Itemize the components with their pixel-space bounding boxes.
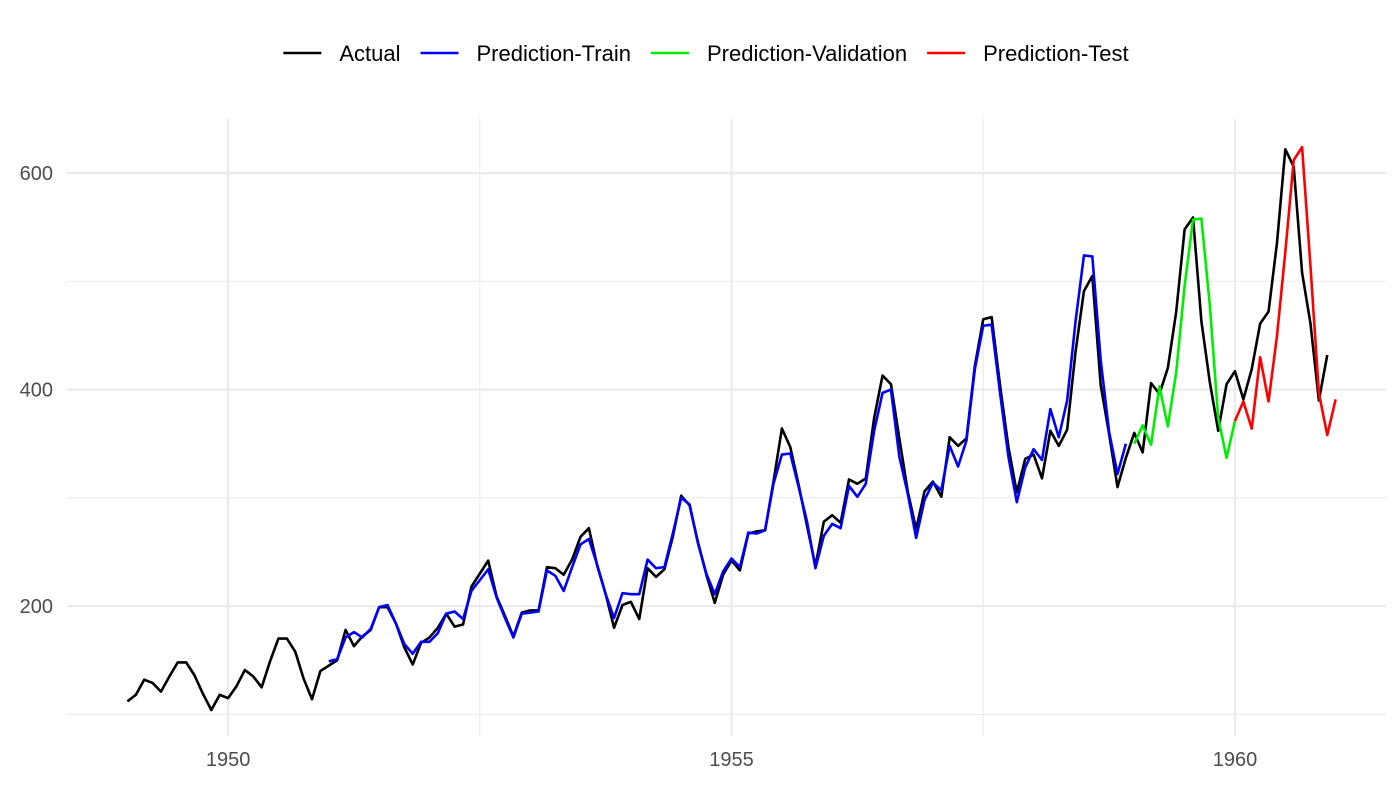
x-tick-label: 1955 <box>709 749 754 771</box>
axes: 200 400 600 1950 1955 1960 <box>20 163 1258 771</box>
y-tick-label: 600 <box>20 163 53 185</box>
series-line-prediction-train <box>328 254 1128 663</box>
x-tick-label: 1960 <box>1213 749 1258 771</box>
legend-label-prediction-train: Prediction-Train <box>477 41 631 66</box>
y-tick-label: 400 <box>20 380 53 402</box>
legend-label-prediction-test: Prediction-Test <box>983 41 1129 66</box>
series-line-actual <box>126 148 1329 712</box>
grid <box>67 119 1386 736</box>
series-line-prediction-validation <box>1133 217 1237 460</box>
legend-label-prediction-validation: Prediction-Validation <box>707 41 907 66</box>
series-line-prediction-test <box>1233 145 1337 437</box>
y-tick-label: 200 <box>20 596 53 618</box>
series-lines <box>126 145 1337 712</box>
x-tick-label: 1950 <box>206 749 251 771</box>
legend-label-actual: Actual <box>339 41 400 66</box>
legend: Actual Prediction-Train Prediction-Validat… <box>283 41 1129 66</box>
